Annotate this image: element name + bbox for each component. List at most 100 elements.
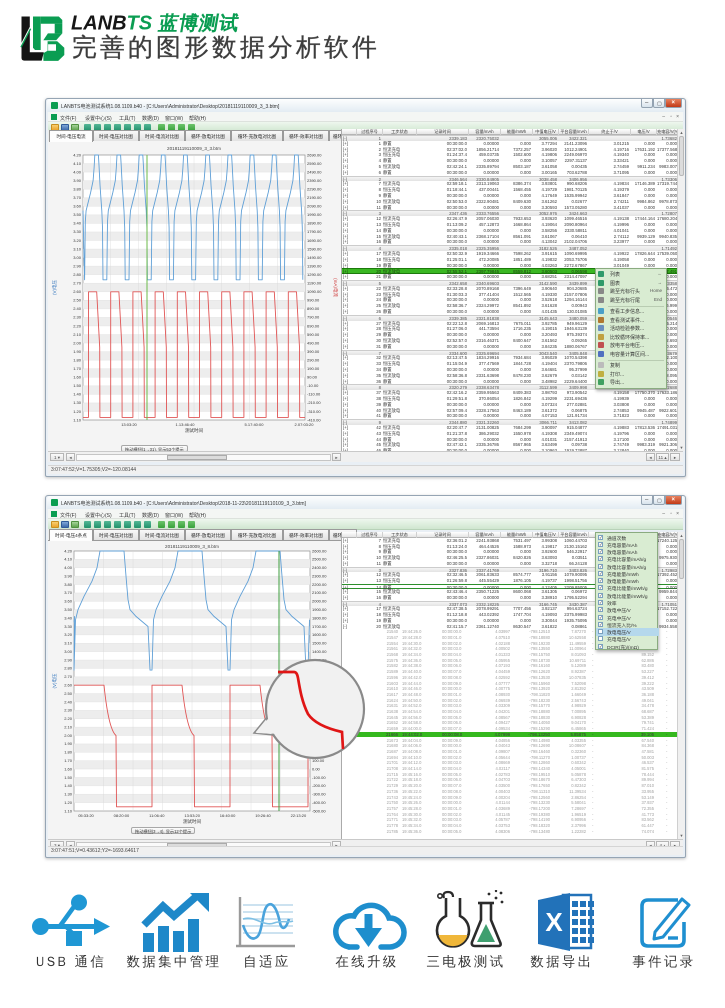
svg-text:1590.00: 1590.00 xyxy=(307,246,322,251)
svg-text:1090.00: 1090.00 xyxy=(307,289,322,294)
svg-text:690.00: 690.00 xyxy=(307,323,320,328)
svg-text:0.00: 0.00 xyxy=(312,766,321,771)
svg-text:-310.00: -310.00 xyxy=(307,409,321,414)
svg-text:2.80: 2.80 xyxy=(64,666,73,671)
svg-text:(V)电压: (V)电压 xyxy=(51,673,58,688)
svg-text:3.80: 3.80 xyxy=(73,186,82,191)
svg-text:1.70: 1.70 xyxy=(64,758,73,763)
svg-text:1500.00: 1500.00 xyxy=(312,641,327,646)
svg-text:1.60: 1.60 xyxy=(73,375,82,380)
svg-text:22:13:20: 22:13:20 xyxy=(291,813,307,818)
svg-text:2.30: 2.30 xyxy=(73,315,82,320)
svg-text:4.20: 4.20 xyxy=(73,152,82,157)
svg-text:2.20: 2.20 xyxy=(73,323,82,328)
svg-text:290.00: 290.00 xyxy=(307,357,320,362)
svg-text:16:40:00: 16:40:00 xyxy=(220,813,236,818)
svg-text:1.10: 1.10 xyxy=(73,417,82,422)
svg-text:2.50: 2.50 xyxy=(73,298,82,303)
svg-text:-400.00: -400.00 xyxy=(312,800,326,805)
svg-text:1490.00: 1490.00 xyxy=(307,255,322,260)
svg-text:1790.00: 1790.00 xyxy=(307,229,322,234)
svg-text:1.70: 1.70 xyxy=(73,366,82,371)
svg-text:2.40: 2.40 xyxy=(64,699,73,704)
svg-text:11:06:40: 11:06:40 xyxy=(149,813,165,818)
svg-text:1.50: 1.50 xyxy=(64,775,73,780)
svg-text:2.60: 2.60 xyxy=(64,682,73,687)
svg-text:3.20: 3.20 xyxy=(64,632,73,637)
svg-text:2590.00: 2590.00 xyxy=(307,161,322,166)
svg-text:2.20: 2.20 xyxy=(64,716,73,721)
svg-text:3.40: 3.40 xyxy=(64,615,73,620)
svg-text:2490.00: 2490.00 xyxy=(307,169,322,174)
svg-text:2.90: 2.90 xyxy=(64,657,73,662)
svg-text:08:20:00: 08:20:00 xyxy=(114,813,130,818)
svg-text:1.20: 1.20 xyxy=(64,800,73,805)
svg-text:1600.00: 1600.00 xyxy=(312,632,327,637)
svg-text:(mA)电流: (mA)电流 xyxy=(332,278,339,297)
svg-text:890.00: 890.00 xyxy=(307,306,320,311)
svg-text:X: X xyxy=(545,907,563,937)
svg-text:3.70: 3.70 xyxy=(64,590,73,595)
svg-text:2500.00: 2500.00 xyxy=(312,557,327,562)
svg-text:1.13:46:40: 1.13:46:40 xyxy=(176,422,196,427)
svg-text:390.00: 390.00 xyxy=(307,349,320,354)
svg-text:1.90: 1.90 xyxy=(73,349,82,354)
svg-text:1890.00: 1890.00 xyxy=(307,221,322,226)
svg-text:1.90: 1.90 xyxy=(64,741,73,746)
svg-text:1.60: 1.60 xyxy=(64,766,73,771)
svg-text:-300.00: -300.00 xyxy=(312,792,326,797)
svg-text:(V)电压: (V)电压 xyxy=(51,280,58,295)
svg-text:1190.00: 1190.00 xyxy=(307,281,322,286)
svg-text:1.80: 1.80 xyxy=(73,357,82,362)
svg-text:3.60: 3.60 xyxy=(64,599,73,604)
svg-text:4.20: 4.20 xyxy=(64,548,73,553)
svg-text:1.30: 1.30 xyxy=(73,400,82,405)
svg-text:2.00: 2.00 xyxy=(64,733,73,738)
svg-text:1290.00: 1290.00 xyxy=(307,272,322,277)
svg-text:3.50: 3.50 xyxy=(73,212,82,217)
svg-text:2.90: 2.90 xyxy=(73,263,82,268)
svg-text:3.30: 3.30 xyxy=(73,229,82,234)
svg-text:1690.00: 1690.00 xyxy=(307,238,322,243)
svg-text:3.50: 3.50 xyxy=(64,607,73,612)
svg-text:1.50: 1.50 xyxy=(73,383,82,388)
svg-text:3.00: 3.00 xyxy=(64,649,73,654)
svg-text:1.80: 1.80 xyxy=(64,750,73,755)
svg-text:4.10: 4.10 xyxy=(73,161,82,166)
svg-text:1700.00: 1700.00 xyxy=(312,624,327,629)
svg-text:LANBTS: LANBTS xyxy=(71,13,153,35)
svg-text:测试时间: 测试时间 xyxy=(183,818,201,825)
svg-text:4.10: 4.10 xyxy=(64,557,73,562)
svg-text:2600.00: 2600.00 xyxy=(312,548,327,553)
svg-text:2.07:03:20: 2.07:03:20 xyxy=(295,422,315,427)
svg-text:2.10: 2.10 xyxy=(64,724,73,729)
svg-text:2690.00: 2690.00 xyxy=(307,152,322,157)
svg-text:3.00: 3.00 xyxy=(73,255,82,260)
svg-text:3.10: 3.10 xyxy=(64,641,73,646)
svg-text:2100.00: 2100.00 xyxy=(312,590,327,595)
svg-text:13:03:20: 13:03:20 xyxy=(121,422,137,427)
svg-text:1800.00: 1800.00 xyxy=(312,615,327,620)
svg-text:5.17:40:00: 5.17:40:00 xyxy=(245,422,265,427)
svg-text:2.30: 2.30 xyxy=(64,708,73,713)
svg-text:3.60: 3.60 xyxy=(73,204,82,209)
svg-text:-10.00: -10.00 xyxy=(307,383,319,388)
svg-text:-200.00: -200.00 xyxy=(312,783,326,788)
svg-text:1.40: 1.40 xyxy=(73,392,82,397)
svg-text:1.40: 1.40 xyxy=(64,783,73,788)
svg-text:2.40: 2.40 xyxy=(73,306,82,311)
svg-text:100.00: 100.00 xyxy=(312,758,325,763)
svg-text:2190.00: 2190.00 xyxy=(307,195,322,200)
svg-text:4.00: 4.00 xyxy=(73,169,82,174)
svg-text:3.80: 3.80 xyxy=(64,582,73,587)
svg-text:4.00: 4.00 xyxy=(64,565,73,570)
svg-text:790.00: 790.00 xyxy=(307,315,320,320)
svg-text:2.70: 2.70 xyxy=(64,674,73,679)
svg-text:1.10: 1.10 xyxy=(64,808,73,813)
svg-text:590.00: 590.00 xyxy=(307,332,320,337)
svg-text:1900.00: 1900.00 xyxy=(312,607,327,612)
svg-text:3.10: 3.10 xyxy=(73,246,82,251)
svg-text:90.00: 90.00 xyxy=(307,375,318,380)
svg-text:3.70: 3.70 xyxy=(73,195,82,200)
svg-text:2300.00: 2300.00 xyxy=(312,573,327,578)
